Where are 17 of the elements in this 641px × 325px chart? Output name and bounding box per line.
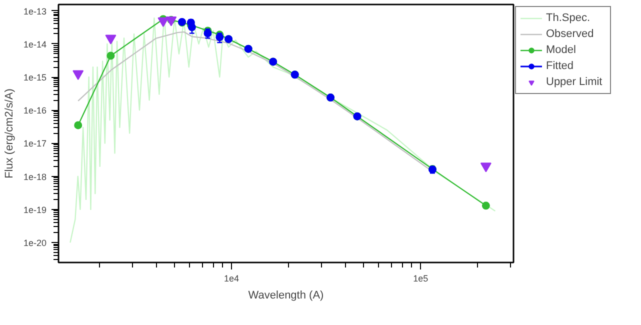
y-tick-label: 1e-14 xyxy=(23,39,47,50)
x-tick-label: 1e5 xyxy=(413,274,428,284)
y-axis-title: Flux (erg/cm2/s/A) xyxy=(3,88,16,178)
y-tick-label: 1e-17 xyxy=(23,138,47,149)
y-tick-label: 1e-16 xyxy=(23,106,47,116)
y-tick-label: 1e-15 xyxy=(23,72,47,83)
y-tick-label: 1e-18 xyxy=(23,172,47,182)
legend-label: Model xyxy=(546,43,577,57)
legend-label: Upper Limit xyxy=(546,75,604,89)
x-tick-label: 1e4 xyxy=(224,274,240,284)
x-axis-title: Wavelength (A) xyxy=(248,290,324,302)
y-tick-label: 1e-20 xyxy=(23,238,47,248)
y-tick-label: 1e-13 xyxy=(23,6,47,16)
legend-label: Observed xyxy=(546,27,595,41)
y-tick-label: 1e-19 xyxy=(23,204,47,215)
legend-label: Th.Spec. xyxy=(546,11,592,25)
legend-label: Fitted xyxy=(546,59,575,73)
